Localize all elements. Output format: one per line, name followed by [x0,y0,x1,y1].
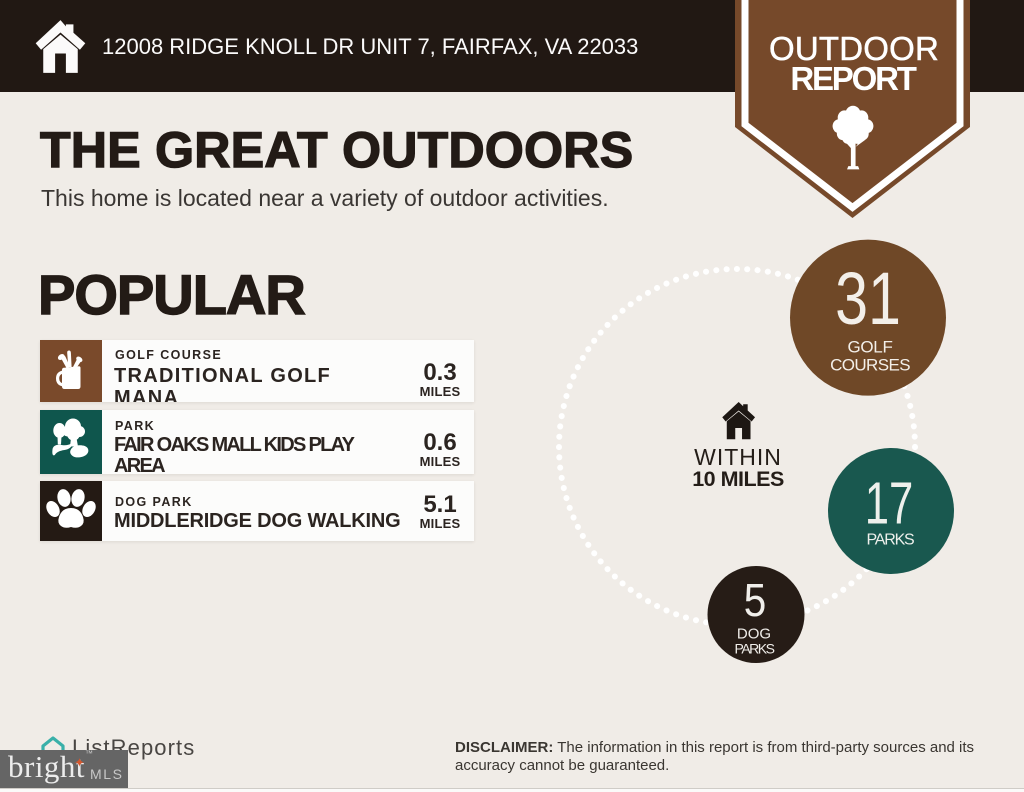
svg-text:REPORT: REPORT [790,60,916,97]
svg-text:DOG: DOG [737,625,771,642]
svg-text:GOLF: GOLF [847,337,892,356]
svg-text:5: 5 [744,576,767,627]
svg-text:OUTDOOR: OUTDOOR [769,30,939,67]
svg-text:10 MILES: 10 MILES [692,467,784,491]
svg-text:31: 31 [835,258,901,341]
svg-text:17: 17 [865,470,914,536]
svg-text:PARKS: PARKS [735,640,775,656]
svg-text:WITHIN: WITHIN [694,444,782,470]
svg-text:PARKS: PARKS [866,531,914,548]
svg-text:COURSES: COURSES [830,355,910,374]
